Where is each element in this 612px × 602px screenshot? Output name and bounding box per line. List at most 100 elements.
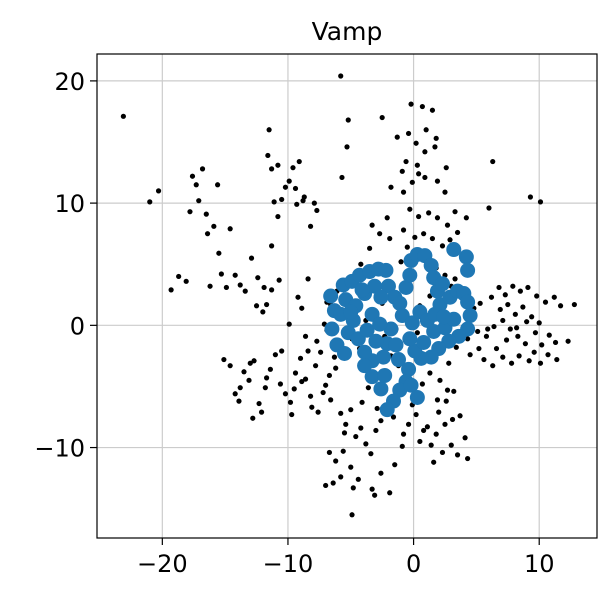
background-point [286, 321, 292, 327]
background-point [314, 338, 320, 344]
background-point [251, 358, 257, 364]
background-point [439, 243, 446, 249]
background-point [237, 385, 243, 391]
background-point [353, 433, 359, 440]
highlight-point [462, 308, 478, 324]
background-point [414, 330, 420, 336]
background-point [423, 127, 429, 133]
background-point [545, 352, 551, 358]
background-point [493, 345, 500, 352]
background-point [287, 399, 294, 405]
y-tick-label: 10 [54, 190, 85, 218]
background-point [355, 476, 361, 482]
background-point [338, 73, 344, 79]
highlight-point [404, 315, 420, 331]
background-point [522, 341, 528, 347]
background-point [363, 441, 369, 447]
background-point [269, 287, 275, 293]
background-point [419, 103, 425, 110]
background-point [513, 325, 520, 331]
background-point [312, 363, 319, 369]
background-point [428, 442, 434, 448]
background-point [452, 209, 458, 215]
background-point [517, 288, 523, 294]
highlight-point [343, 304, 359, 320]
background-point [187, 209, 193, 215]
background-point [207, 283, 213, 289]
background-point [318, 349, 324, 355]
background-point [176, 273, 182, 280]
background-point [390, 414, 397, 420]
background-point [552, 339, 559, 346]
background-point [341, 430, 348, 436]
background-point [258, 409, 265, 415]
background-point [326, 449, 333, 456]
background-point [299, 305, 305, 311]
background-point [387, 235, 393, 242]
background-point [307, 393, 314, 399]
background-point [554, 356, 560, 363]
background-point [532, 330, 539, 336]
background-point [183, 278, 189, 284]
background-point [448, 442, 454, 448]
highlight-point [436, 309, 452, 325]
background-point [232, 272, 238, 278]
background-point [292, 370, 299, 376]
highlight-point [323, 288, 339, 304]
background-point [508, 360, 515, 366]
background-point [457, 413, 463, 419]
background-point [289, 411, 295, 418]
background-point [565, 338, 571, 344]
highlight-point [416, 334, 432, 350]
background-point [290, 165, 296, 171]
background-point [412, 234, 418, 240]
background-point [475, 328, 481, 335]
background-point [429, 235, 436, 242]
highlight-point [401, 361, 417, 377]
highlight-point [377, 367, 393, 383]
background-point [419, 381, 425, 387]
background-point [333, 365, 339, 371]
background-point [263, 375, 270, 381]
background-point [323, 482, 329, 489]
highlight-point [391, 352, 407, 368]
highlight-point [357, 358, 373, 374]
background-point [291, 386, 297, 392]
background-point [326, 372, 333, 379]
background-point [477, 300, 483, 306]
background-point [286, 178, 292, 184]
highlight-point [379, 402, 395, 418]
background-point [372, 492, 378, 498]
highlight-point [383, 321, 399, 337]
background-point [223, 284, 229, 291]
background-point [409, 179, 415, 185]
background-point [542, 299, 549, 305]
background-point [292, 185, 299, 192]
background-point [416, 213, 422, 220]
background-point [307, 223, 314, 229]
background-point [446, 360, 452, 366]
background-point [551, 294, 557, 300]
background-point [399, 443, 405, 449]
background-point [413, 140, 419, 146]
background-point [491, 323, 497, 330]
background-point [247, 360, 253, 366]
highlight-point [398, 279, 414, 295]
background-point [400, 189, 407, 195]
background-point [537, 360, 544, 366]
background-point [500, 317, 506, 324]
background-point [422, 174, 428, 181]
background-point [465, 455, 471, 462]
background-point [155, 188, 162, 194]
background-point [384, 215, 390, 221]
background-point [338, 410, 344, 416]
background-point [241, 369, 247, 375]
background-point [377, 231, 383, 237]
highlight-point [373, 289, 389, 305]
highlight-point [423, 257, 439, 273]
highlight-point [403, 377, 419, 393]
background-point [520, 304, 526, 310]
background-point [490, 158, 496, 165]
background-point [365, 385, 371, 391]
